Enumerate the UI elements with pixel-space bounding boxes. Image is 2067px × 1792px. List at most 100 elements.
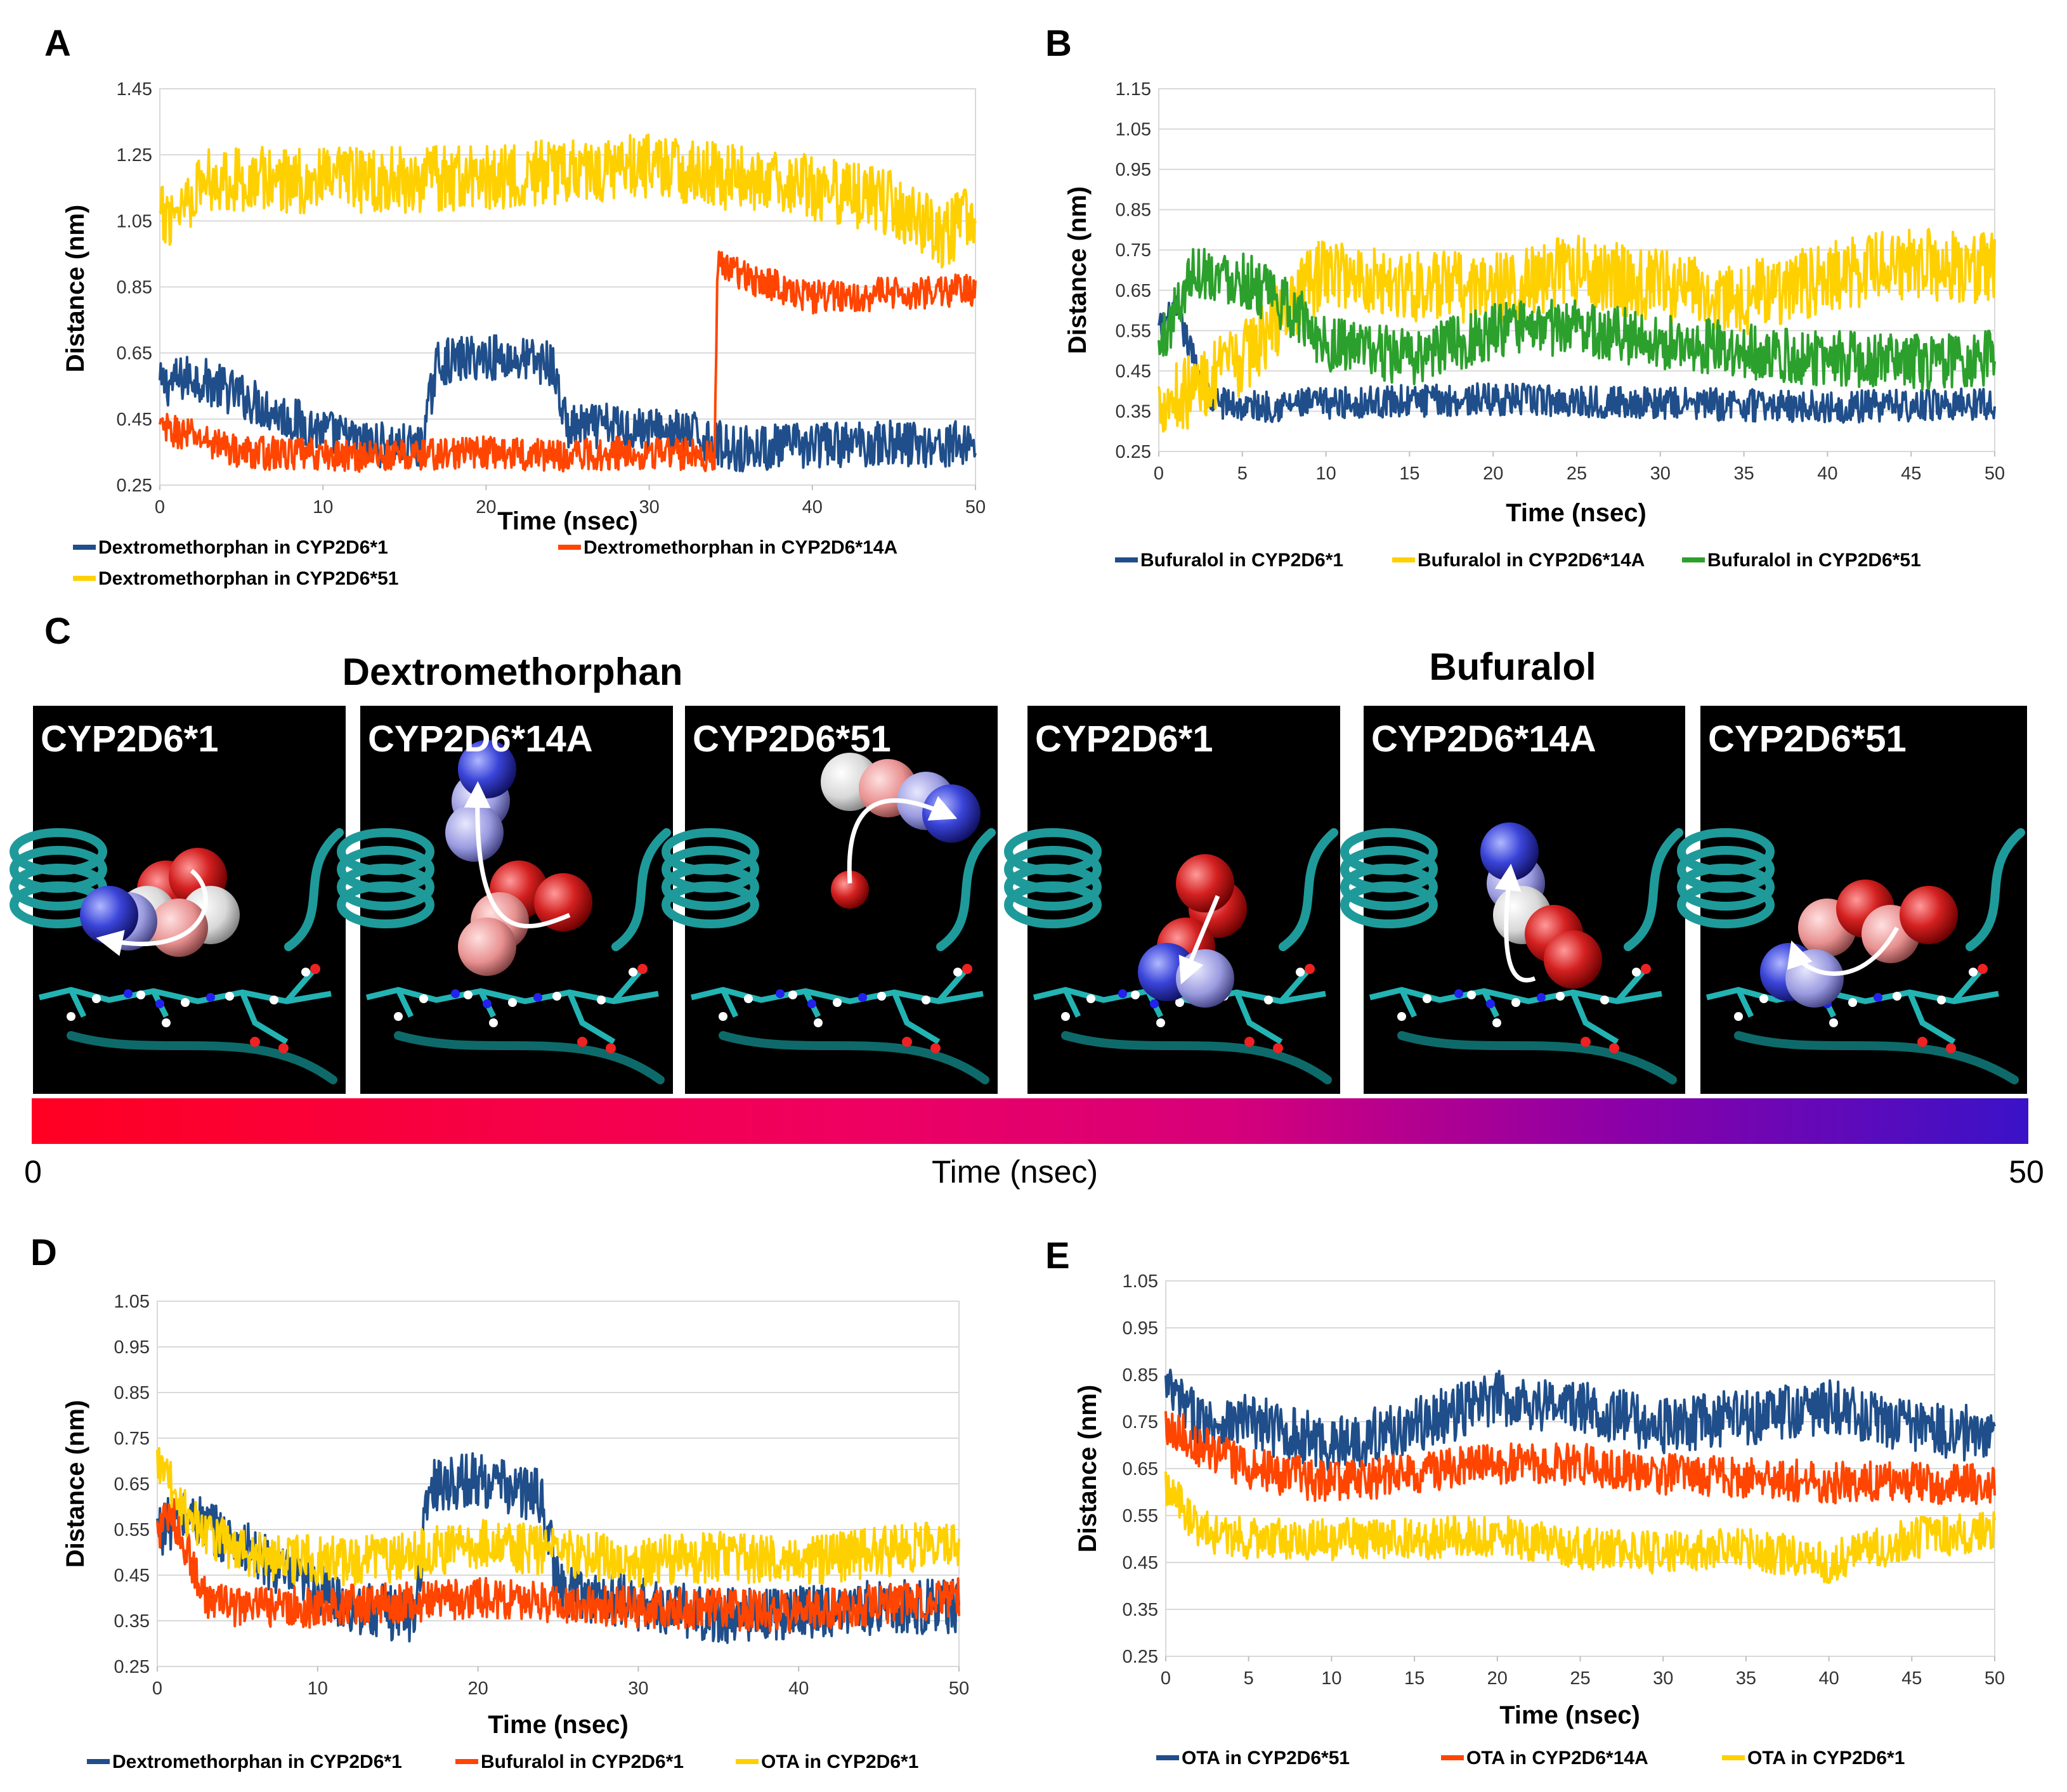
- x-tick-label: 0: [1154, 464, 1164, 484]
- legend-label: Dextromethorphan in CYP2D6*14A: [584, 537, 897, 558]
- y-tick-label: 1.05: [117, 211, 152, 231]
- movement-arrow: [96, 869, 208, 956]
- colorbar-max-label: 50: [2009, 1154, 2044, 1190]
- y-tick-label: 0.65: [1123, 1459, 1158, 1479]
- legend-label: Dextromethorphan in CYP2D6*1: [98, 537, 388, 558]
- legend-label: Bufuralol in CYP2D6*1: [1140, 550, 1343, 571]
- y-tick-label: 0.25: [1123, 1647, 1158, 1667]
- legend-label: OTA in CYP2D6*14A: [1466, 1748, 1648, 1769]
- x-tick-label: 10: [308, 1678, 328, 1699]
- x-tick-label: 20: [476, 497, 496, 517]
- x-tick-label: 10: [1315, 464, 1336, 484]
- ligand-spheres: [80, 848, 240, 957]
- x-tick-label: 30: [1653, 1668, 1673, 1689]
- x-tick-label: 0: [152, 1678, 162, 1699]
- snapshot-title: CYP2D6*51: [693, 718, 891, 760]
- y-tick-label: 0.85: [117, 278, 152, 298]
- protein-ribbon: [1004, 828, 1338, 1084]
- y-tick-label: 0.75: [114, 1429, 150, 1449]
- x-tick-label: 40: [1817, 464, 1837, 484]
- x-tick-label: 25: [1570, 1668, 1590, 1689]
- snapshot-title: CYP2D6*51: [1708, 718, 1907, 760]
- y-tick-label: 0.75: [1116, 240, 1151, 261]
- legend-label: Dextromethorphan in CYP2D6*51: [98, 568, 398, 589]
- panel-c: Dextromethorphan Bufuralol CYP2D6*1 CYP2D…: [10, 646, 2044, 1190]
- series-line-2: [159, 250, 977, 473]
- y-tick-label: 0.25: [1116, 442, 1151, 462]
- movement-arrow: [1494, 864, 1536, 983]
- x-tick-label: 40: [788, 1678, 809, 1699]
- colorbar-min-label: 0: [24, 1154, 42, 1190]
- x-tick-label: 20: [467, 1678, 488, 1699]
- x-tick-label: 20: [1487, 1668, 1508, 1689]
- panel-letter-b: B: [1045, 23, 1072, 64]
- panel-letter-a: A: [44, 23, 71, 64]
- y-tick-label: 0.55: [1116, 321, 1151, 341]
- y-tick-label: 0.45: [117, 410, 152, 430]
- series-line-2: [1157, 228, 1996, 433]
- y-tick-label: 0.25: [114, 1657, 150, 1677]
- series-line-3: [1164, 1471, 1996, 1584]
- y-axis-title: Distance (nm): [62, 1400, 89, 1568]
- x-tick-label: 15: [1404, 1668, 1425, 1689]
- chart-b: 0.25 0.35 0.45 0.55 0.65 0.75 0.85 0.95 1.05 1.15…: [1064, 79, 2005, 571]
- legend-label: Dextromethorphan in CYP2D6*1: [112, 1751, 402, 1772]
- y-tick-label: 0.35: [1123, 1600, 1158, 1620]
- y-tick-label: 1.15: [1116, 79, 1151, 100]
- legend-label: OTA in CYP2D6*51: [1182, 1748, 1350, 1769]
- series-line-2: [156, 1497, 960, 1633]
- snapshot-title: CYP2D6*1: [1035, 718, 1213, 760]
- snapshot-panel-1: CYP2D6*1: [10, 706, 346, 1094]
- snapshot-panel-3: CYP2D6*51: [662, 706, 998, 1094]
- y-tick-label: 0.35: [1116, 401, 1151, 422]
- y-tick-label: 1.45: [117, 79, 152, 100]
- snapshot-panel-6: CYP2D6*51: [1677, 706, 2027, 1094]
- x-tick-label: 20: [1483, 464, 1503, 484]
- y-tick-label: 1.05: [1116, 120, 1151, 140]
- y-axis-title: Distance (nm): [1064, 186, 1092, 354]
- group-title-dextromethorphan: Dextromethorphan: [342, 651, 683, 693]
- chart-e: 0.25 0.35 0.45 0.55 0.65 0.75 0.85 0.95 1.05 0 5 10…: [1074, 1271, 2005, 1769]
- legend-label: OTA in CYP2D6*1: [1747, 1748, 1905, 1769]
- y-tick-label: 0.25: [117, 476, 152, 496]
- chart-d: 0.25 0.35 0.45 0.55 0.65 0.75 0.85 0.95 1.05 0 10 2…: [62, 1292, 969, 1772]
- protein-ribbon: [1340, 828, 1683, 1084]
- y-tick-label: 0.65: [114, 1474, 150, 1495]
- y-axis-title: Distance (nm): [1074, 1385, 1102, 1553]
- movement-arrow: [464, 781, 571, 929]
- x-tick-label: 40: [802, 497, 823, 517]
- x-axis-title: Time (nsec): [488, 1711, 629, 1739]
- snapshot-title: CYP2D6*14A: [368, 718, 593, 760]
- colorbar-title: Time (nsec): [932, 1154, 1098, 1190]
- protein-ribbon: [337, 828, 671, 1084]
- y-tick-label: 0.85: [114, 1383, 150, 1403]
- series-line-2: [1164, 1411, 1996, 1505]
- y-tick-label: 0.85: [1123, 1365, 1158, 1386]
- x-tick-label: 25: [1567, 464, 1587, 484]
- heme-sticks: [38, 964, 332, 1053]
- legend-label: Bufuralol in CYP2D6*1: [481, 1751, 684, 1772]
- panel-letter-c: C: [44, 611, 71, 652]
- panel-letter-e: E: [1045, 1235, 1070, 1276]
- series-line-1: [1164, 1368, 1996, 1472]
- y-axis-title: Distance (nm): [62, 205, 89, 373]
- heme-sticks: [1369, 964, 1662, 1053]
- heme-sticks: [365, 964, 659, 1053]
- snapshot-panel-2: CYP2D6*14A: [337, 706, 673, 1094]
- time-colorbar: [32, 1098, 2028, 1144]
- series-line-1: [159, 334, 977, 473]
- protein-ribbon: [662, 828, 996, 1084]
- movement-arrow: [1178, 895, 1220, 985]
- panel-letter-d: D: [30, 1232, 57, 1273]
- x-tick-label: 40: [1818, 1668, 1839, 1689]
- movement-arrow: [1787, 926, 1900, 976]
- y-tick-label: 0.45: [1116, 361, 1151, 382]
- y-tick-label: 0.45: [1123, 1553, 1158, 1573]
- y-tick-label: 0.75: [1123, 1412, 1158, 1432]
- legend-label: Bufuralol in CYP2D6*51: [1707, 550, 1921, 571]
- y-tick-label: 0.95: [114, 1337, 150, 1358]
- movement-arrow: [847, 796, 958, 884]
- snapshot-row: CYP2D6*1 CYP2D6*14A CYP2D6*51 CYP2D6*1 CYP2D…: [10, 706, 2027, 1094]
- x-tick-label: 50: [965, 497, 986, 517]
- x-tick-label: 15: [1399, 464, 1419, 484]
